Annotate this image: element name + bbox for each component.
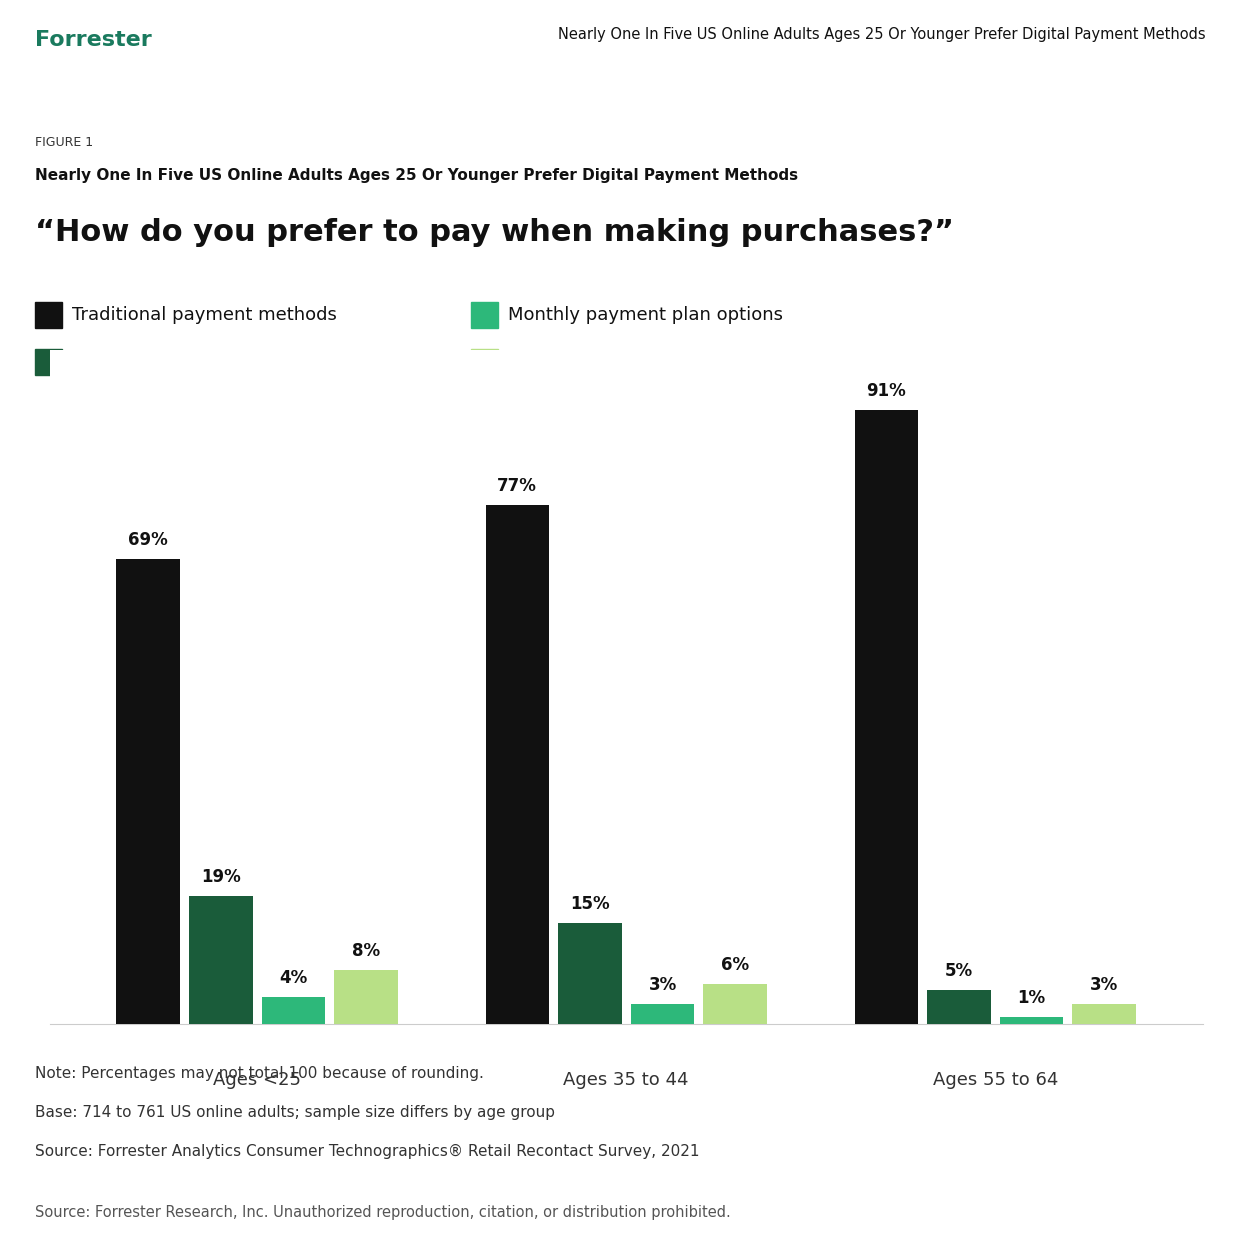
Bar: [703, 984, 766, 1024]
Text: 1%: 1%: [1018, 989, 1045, 1007]
Bar: [117, 558, 180, 1024]
Text: 3%: 3%: [649, 975, 677, 994]
Text: Ages <25: Ages <25: [213, 1072, 301, 1089]
Text: Forrester: Forrester: [35, 30, 151, 50]
Text: Nearly One In Five US Online Adults Ages 25 Or Younger Prefer Digital Payment Me: Nearly One In Five US Online Adults Ages…: [35, 167, 797, 182]
Text: 6%: 6%: [722, 955, 749, 974]
Bar: [486, 505, 549, 1024]
Bar: [631, 1004, 694, 1024]
Text: Source: Forrester Research, Inc. Unauthorized reproduction, citation, or distrib: Source: Forrester Research, Inc. Unautho…: [35, 1204, 730, 1219]
Bar: [190, 896, 253, 1024]
Text: 15%: 15%: [570, 894, 610, 913]
Text: Ages 35 to 44: Ages 35 to 44: [563, 1072, 689, 1089]
Text: Monthly payment plan options: Monthly payment plan options: [508, 306, 784, 325]
Bar: [999, 1018, 1063, 1024]
Bar: [35, 302, 62, 328]
Text: Source: Forrester Analytics Consumer Technographics® Retail Recontact Survey, 20: Source: Forrester Analytics Consumer Tec…: [35, 1144, 699, 1159]
Bar: [928, 990, 991, 1024]
Text: 69%: 69%: [128, 531, 169, 548]
Bar: [558, 923, 621, 1024]
Text: Base: 714 to 761 US online adults; sample size differs by age group: Base: 714 to 761 US online adults; sampl…: [35, 1105, 554, 1120]
Text: 8%: 8%: [352, 942, 381, 960]
Bar: [262, 997, 325, 1024]
Text: 91%: 91%: [867, 382, 906, 400]
Text: Digital payment methods: Digital payment methods: [72, 353, 301, 371]
Bar: [471, 350, 498, 375]
Text: FIGURE 1: FIGURE 1: [35, 136, 93, 149]
Bar: [1073, 1004, 1136, 1024]
Text: 19%: 19%: [201, 868, 241, 886]
Text: Note: Percentages may not total 100 because of rounding.: Note: Percentages may not total 100 beca…: [35, 1067, 484, 1082]
Text: 3%: 3%: [1090, 975, 1118, 994]
Bar: [854, 411, 918, 1024]
Text: 77%: 77%: [497, 477, 537, 495]
Text: Traditional payment methods: Traditional payment methods: [72, 306, 337, 325]
Bar: [471, 302, 498, 328]
Text: Bank transfer payment methods: Bank transfer payment methods: [508, 353, 801, 371]
Bar: [335, 970, 398, 1024]
Text: “How do you prefer to pay when making purchases?”: “How do you prefer to pay when making pu…: [35, 219, 954, 247]
Text: 5%: 5%: [945, 962, 973, 980]
Text: 4%: 4%: [279, 969, 308, 987]
Text: Ages 55 to 64: Ages 55 to 64: [932, 1072, 1058, 1089]
Bar: [35, 350, 62, 375]
Text: Nearly One In Five US Online Adults Ages 25 Or Younger Prefer Digital Payment Me: Nearly One In Five US Online Adults Ages…: [558, 26, 1205, 42]
